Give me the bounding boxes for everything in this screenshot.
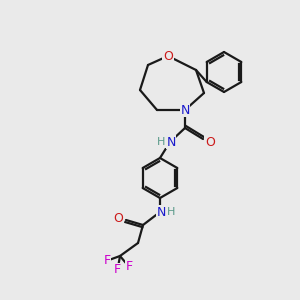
Text: H: H (157, 137, 165, 147)
Text: N: N (156, 206, 166, 218)
Text: F: F (103, 254, 110, 267)
Text: O: O (113, 212, 123, 224)
Text: N: N (180, 103, 190, 116)
Text: F: F (114, 263, 121, 276)
Text: F: F (125, 260, 133, 273)
Text: O: O (163, 50, 173, 62)
Text: O: O (205, 136, 215, 148)
Text: N: N (166, 136, 176, 148)
Text: H: H (167, 207, 175, 217)
